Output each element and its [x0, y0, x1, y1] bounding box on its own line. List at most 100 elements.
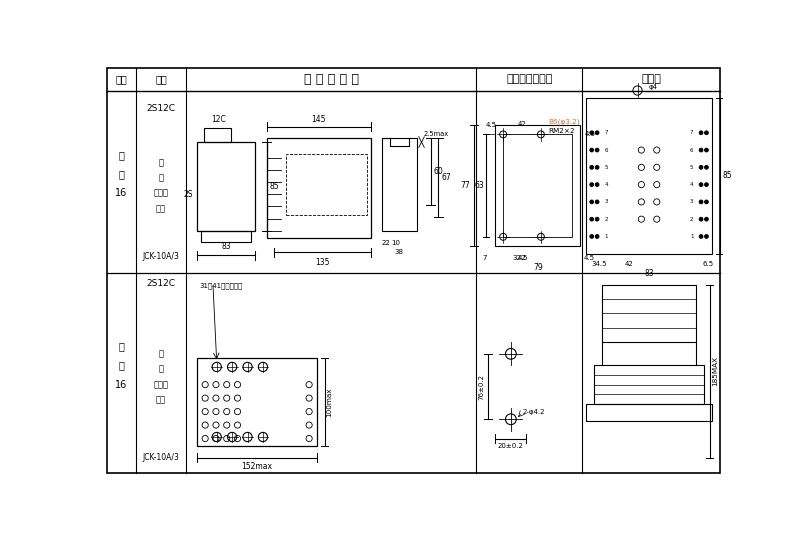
Text: 出: 出	[159, 173, 164, 182]
Text: 20±0.2: 20±0.2	[498, 443, 524, 449]
Circle shape	[704, 131, 708, 135]
Circle shape	[595, 131, 599, 135]
Bar	[197, 142, 256, 230]
Text: 2-φ4.2: 2-φ4.2	[522, 408, 545, 414]
Text: 凸: 凸	[159, 349, 164, 359]
Text: 145: 145	[311, 115, 326, 124]
Circle shape	[595, 166, 599, 169]
Bar	[382, 138, 417, 230]
Circle shape	[704, 166, 708, 169]
Text: 63: 63	[474, 181, 484, 190]
Text: 77: 77	[460, 181, 470, 190]
Text: 42: 42	[517, 255, 526, 261]
Bar	[202, 230, 251, 242]
Text: 結構: 結構	[155, 75, 167, 84]
Text: 79: 79	[533, 263, 542, 272]
Circle shape	[590, 183, 594, 187]
Text: 附: 附	[118, 150, 124, 160]
Text: 5: 5	[604, 165, 609, 170]
Text: 7: 7	[483, 255, 487, 261]
Text: 7: 7	[690, 130, 693, 135]
Text: 60: 60	[434, 167, 443, 176]
Bar	[602, 285, 696, 343]
Circle shape	[699, 217, 703, 221]
Text: 2S: 2S	[184, 190, 193, 198]
Text: 4: 4	[604, 182, 609, 187]
Text: 出: 出	[159, 364, 164, 374]
Text: 6: 6	[604, 147, 609, 153]
Circle shape	[699, 131, 703, 135]
Bar	[503, 135, 572, 237]
Bar	[286, 154, 367, 215]
Bar	[197, 358, 317, 446]
Text: 31、41為電流端子: 31、41為電流端子	[200, 282, 243, 289]
Text: 3: 3	[690, 199, 693, 204]
Bar	[267, 138, 371, 239]
Text: 接線: 接線	[156, 396, 166, 405]
Bar	[586, 404, 712, 421]
Text: 2: 2	[690, 217, 693, 222]
Text: 4.5: 4.5	[584, 255, 595, 261]
Circle shape	[590, 148, 594, 152]
Text: 16: 16	[115, 188, 127, 198]
Text: 圖: 圖	[118, 169, 124, 179]
Text: 34.5: 34.5	[592, 262, 607, 267]
Text: JCK-10A/3: JCK-10A/3	[143, 452, 180, 461]
Bar	[586, 98, 712, 254]
Bar	[204, 128, 231, 142]
Text: φ4: φ4	[649, 84, 658, 91]
Text: 式板前: 式板前	[153, 380, 168, 389]
Text: 185MAX: 185MAX	[713, 356, 719, 386]
Circle shape	[704, 217, 708, 221]
Text: 1: 1	[604, 234, 609, 239]
Text: 38: 38	[395, 249, 404, 255]
Text: 22: 22	[382, 240, 390, 246]
Text: 凸: 凸	[159, 158, 164, 167]
Text: 6: 6	[690, 147, 693, 153]
Text: 85: 85	[269, 182, 279, 191]
Text: 12C: 12C	[212, 115, 226, 124]
Text: 135: 135	[315, 258, 330, 267]
Circle shape	[595, 217, 599, 221]
Text: 圖: 圖	[118, 360, 124, 370]
Text: 6.5: 6.5	[702, 262, 713, 267]
Circle shape	[590, 131, 594, 135]
Text: 式板後: 式板後	[153, 189, 168, 198]
Circle shape	[595, 148, 599, 152]
Circle shape	[595, 183, 599, 187]
Text: 2.5max: 2.5max	[423, 131, 448, 137]
Text: 32.5: 32.5	[513, 255, 528, 261]
Text: 10: 10	[392, 240, 401, 246]
Text: 16: 16	[115, 379, 127, 390]
Circle shape	[699, 200, 703, 204]
Text: 76±0.2: 76±0.2	[479, 374, 484, 399]
Text: 1: 1	[690, 234, 693, 239]
Circle shape	[704, 183, 708, 187]
Text: 5: 5	[690, 165, 693, 170]
Circle shape	[704, 200, 708, 204]
Circle shape	[590, 217, 594, 221]
Circle shape	[595, 235, 599, 239]
Text: 2S12C: 2S12C	[147, 279, 176, 288]
Circle shape	[704, 148, 708, 152]
Text: B6(φ3.2): B6(φ3.2)	[549, 118, 580, 125]
Text: 2: 2	[604, 217, 609, 222]
Text: 4.5: 4.5	[585, 131, 596, 137]
Text: 100max: 100max	[326, 387, 332, 416]
Text: RM2×2: RM2×2	[549, 128, 575, 133]
Text: 接線: 接線	[156, 204, 166, 213]
Text: 圖號: 圖號	[115, 75, 127, 84]
Text: 3: 3	[604, 199, 609, 204]
Text: 附: 附	[118, 341, 124, 351]
Text: 端子圖: 端子圖	[641, 75, 661, 84]
Circle shape	[699, 235, 703, 239]
Text: 83: 83	[644, 269, 654, 278]
Text: 安裝開孔尺寸圖: 安裝開孔尺寸圖	[506, 75, 553, 84]
Text: 152max: 152max	[242, 463, 272, 471]
Circle shape	[590, 235, 594, 239]
Text: 外 形 尺 寸 圖: 外 形 尺 寸 圖	[304, 73, 359, 86]
Text: JCK-10A/3: JCK-10A/3	[143, 252, 180, 262]
Bar	[594, 366, 704, 404]
Circle shape	[704, 235, 708, 239]
Text: 42: 42	[625, 262, 633, 267]
